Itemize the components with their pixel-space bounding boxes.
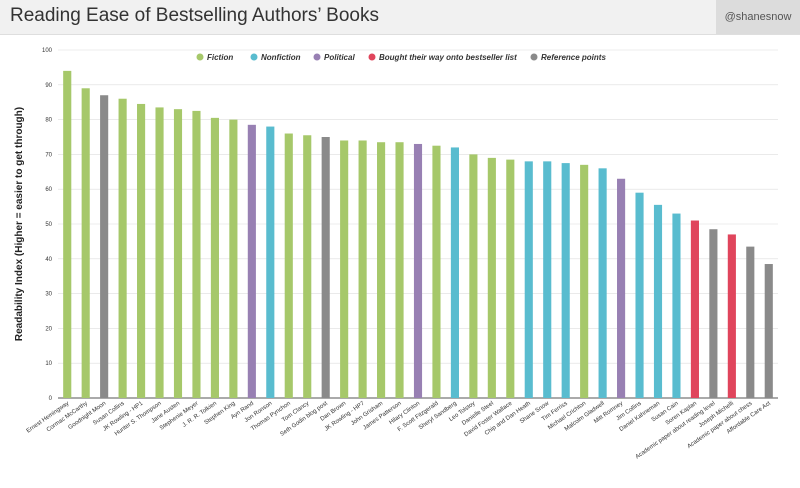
y-tick-label: 60 — [45, 187, 52, 193]
bar — [321, 137, 330, 398]
bar — [118, 98, 127, 398]
bar — [450, 147, 459, 398]
bar — [210, 117, 219, 399]
bar — [432, 145, 441, 398]
bar — [247, 124, 256, 398]
bar — [635, 192, 644, 398]
y-tick-label: 50 — [45, 222, 52, 228]
bar — [266, 126, 275, 398]
y-axis: 0 10 20 30 40 50 60 70 80 90 100 — [42, 48, 53, 402]
bar — [100, 95, 109, 399]
bar — [137, 103, 146, 398]
legend-swatch — [196, 53, 204, 61]
legend-label: Bought their way onto bestseller list — [379, 53, 517, 62]
bar — [617, 178, 626, 398]
bar — [63, 70, 72, 398]
bar — [487, 157, 496, 398]
y-tick-label: 100 — [42, 48, 53, 54]
bar — [377, 142, 386, 398]
author-handle: @shanesnow — [716, 0, 800, 34]
bar — [81, 88, 90, 398]
bar — [358, 140, 367, 398]
bar — [598, 168, 607, 398]
legend-label: Nonfiction — [261, 53, 301, 62]
y-tick-label: 0 — [49, 396, 53, 402]
bar — [543, 161, 552, 398]
legend-label: Political — [324, 53, 355, 62]
legend-swatch — [250, 53, 258, 61]
bar — [284, 133, 293, 398]
bar — [580, 164, 589, 398]
y-tick-label: 30 — [45, 292, 52, 298]
bar — [413, 143, 423, 398]
bars — [63, 70, 773, 399]
bar — [155, 107, 164, 399]
legend-label: Fiction — [207, 53, 233, 62]
legend: Fiction Nonfiction Political Bought their w… — [196, 53, 606, 62]
bar — [764, 264, 773, 398]
bar — [561, 163, 570, 398]
bar — [192, 110, 201, 399]
bar — [709, 229, 718, 398]
y-tick-label: 80 — [45, 118, 52, 124]
bar — [672, 213, 681, 398]
bar — [690, 220, 699, 398]
y-tick-label: 10 — [45, 361, 52, 367]
bar — [340, 140, 349, 398]
bar — [469, 154, 478, 398]
legend-swatch — [368, 53, 376, 61]
y-tick-label: 90 — [45, 83, 52, 89]
bar — [395, 142, 404, 398]
y-tick-label: 20 — [45, 326, 52, 332]
y-tick-label: 40 — [45, 257, 52, 263]
bar — [506, 159, 515, 398]
bar — [727, 234, 736, 398]
legend-label: Reference points — [541, 53, 606, 62]
bar — [173, 109, 183, 398]
bar — [653, 204, 663, 398]
y-axis-label: Readability Index (Higher = easier to ge… — [14, 107, 25, 341]
header-bar: Reading Ease of Bestselling Authors’ Boo… — [0, 0, 800, 35]
bar — [303, 135, 312, 398]
legend-swatch — [313, 53, 321, 61]
bar — [524, 161, 533, 398]
page-title: Reading Ease of Bestselling Authors’ Boo… — [10, 5, 379, 26]
legend-swatch — [530, 53, 538, 61]
y-tick-label: 70 — [45, 152, 52, 158]
bar-chart: 0 10 20 30 40 50 60 70 80 90 100 Ernest HemingwayC… — [14, 48, 778, 461]
bar — [746, 246, 755, 398]
bar — [229, 119, 238, 398]
